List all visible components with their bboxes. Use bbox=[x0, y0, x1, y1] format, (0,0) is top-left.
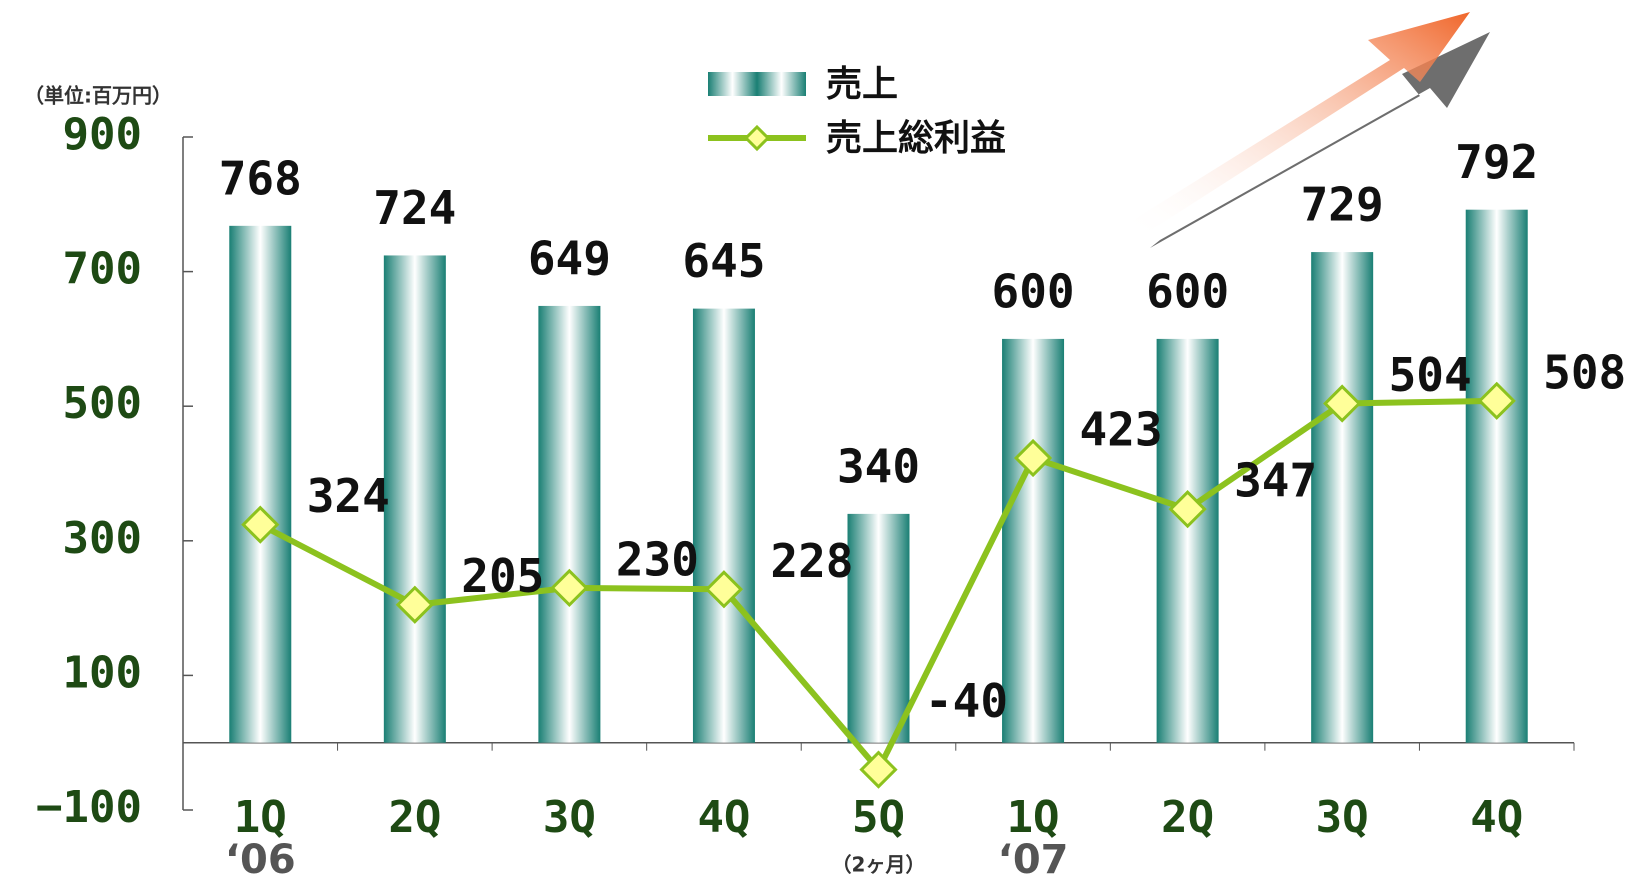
line-value-label: 228 bbox=[770, 534, 853, 588]
bar-value-label: 600 bbox=[992, 264, 1075, 318]
bar-value-label: 768 bbox=[219, 151, 302, 205]
legend-label: 売上 bbox=[826, 64, 898, 105]
x-tick-label: 3Q bbox=[543, 792, 596, 843]
x-tick-label: 4Q bbox=[1470, 792, 1523, 843]
bar-value-label: 645 bbox=[682, 234, 765, 288]
bar-value-label: 724 bbox=[373, 181, 456, 235]
line-marker bbox=[704, 570, 744, 609]
x-tick-label: 1Q bbox=[1007, 792, 1060, 843]
legend-swatch bbox=[708, 72, 806, 96]
x-tick-label: 4Q bbox=[697, 792, 750, 843]
x-tick-label: 5Q bbox=[852, 792, 905, 843]
line-value-label: 347 bbox=[1234, 454, 1317, 508]
unit-label: （単位:百万円） bbox=[24, 84, 172, 108]
line-marker bbox=[395, 585, 434, 624]
line-marker bbox=[1323, 384, 1362, 423]
y-tick-label: 300 bbox=[63, 513, 142, 564]
y-tick-label: 700 bbox=[63, 244, 142, 295]
bar-value-label: 792 bbox=[1455, 135, 1538, 189]
line-marker bbox=[1477, 381, 1516, 420]
trend-arrow bbox=[1130, 12, 1490, 248]
line-marker bbox=[1013, 438, 1053, 478]
y-tick-label: 100 bbox=[63, 647, 142, 698]
bar-value-label: 649 bbox=[528, 231, 611, 285]
line-value-label: 230 bbox=[616, 532, 699, 586]
line-value-label: 504 bbox=[1389, 348, 1472, 402]
legend-label: 売上総利益 bbox=[826, 118, 1006, 159]
bar bbox=[1465, 209, 1528, 743]
x-tick-label: 1Q bbox=[234, 792, 287, 843]
bar bbox=[1002, 338, 1065, 743]
legend-swatch bbox=[743, 124, 771, 152]
y-tick-label: 900 bbox=[63, 109, 142, 160]
x-sublabel: （2ヶ月） bbox=[832, 853, 926, 877]
line-value-label: 423 bbox=[1080, 403, 1163, 457]
line-value-label: 508 bbox=[1543, 345, 1626, 399]
bar bbox=[383, 255, 446, 743]
bar bbox=[229, 225, 292, 743]
line-marker bbox=[1168, 490, 1207, 529]
x-sublabel: ‘07 bbox=[998, 837, 1069, 883]
line-marker bbox=[241, 505, 280, 544]
line-value-label: 324 bbox=[307, 469, 390, 523]
line-marker bbox=[859, 750, 898, 789]
bar bbox=[538, 305, 601, 743]
bar bbox=[1156, 338, 1219, 743]
x-tick-label: 2Q bbox=[1161, 792, 1214, 843]
bar bbox=[847, 513, 910, 743]
bar-value-label: 729 bbox=[1301, 178, 1384, 232]
x-sublabel: ‘06 bbox=[225, 837, 296, 883]
line-marker bbox=[550, 568, 589, 608]
y-tick-label: 500 bbox=[63, 378, 142, 429]
bar-value-label: 600 bbox=[1146, 264, 1229, 318]
bar-value-label: 340 bbox=[837, 439, 920, 493]
line-value-label: 205 bbox=[461, 549, 544, 603]
line-value-label: -40 bbox=[925, 674, 1008, 728]
bar bbox=[1311, 252, 1374, 743]
bar bbox=[692, 308, 755, 743]
x-tick-label: 2Q bbox=[388, 792, 441, 843]
y-tick-label: −100 bbox=[36, 782, 142, 833]
x-tick-label: 3Q bbox=[1316, 792, 1369, 843]
